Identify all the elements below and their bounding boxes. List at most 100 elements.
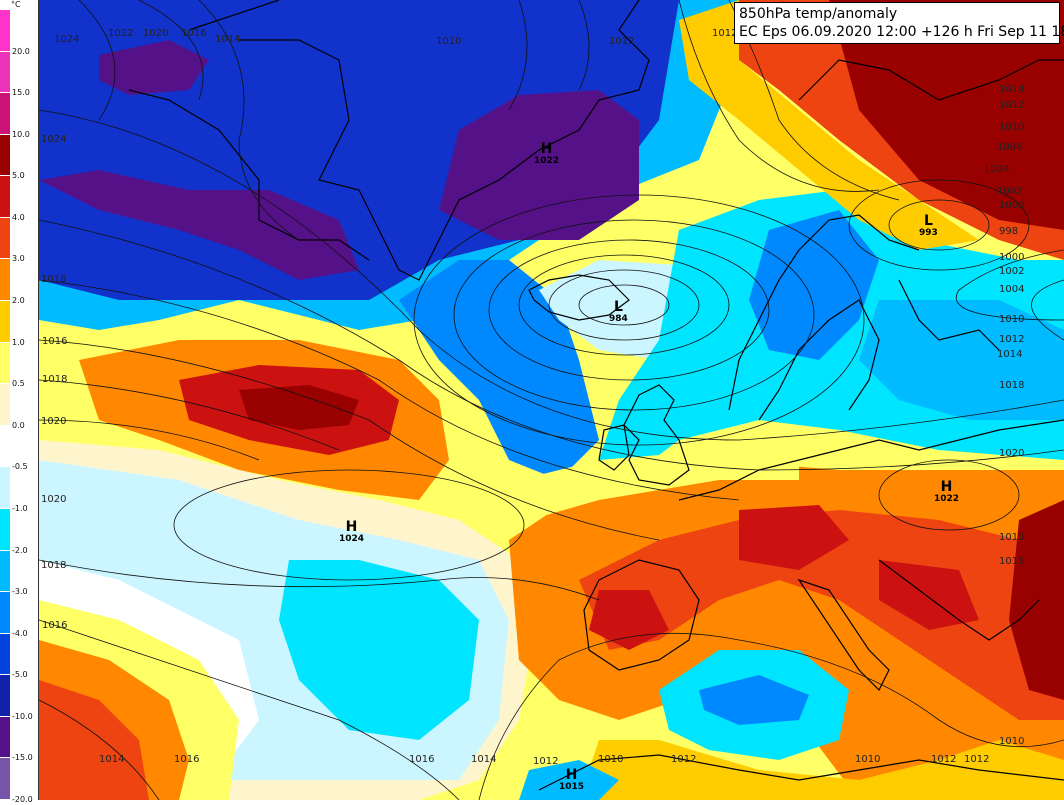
isobar-label: 1018 bbox=[41, 560, 67, 571]
anomaly-zone-blue-mediterranean bbox=[699, 675, 809, 725]
high-pressure-center: H 1022 bbox=[534, 142, 559, 166]
legend-label: 5.0 bbox=[12, 171, 25, 181]
legend-label: -3.0 bbox=[12, 587, 28, 597]
isobar-label: 1010 bbox=[598, 754, 624, 765]
map-title: 850hPa temp/anomaly bbox=[739, 6, 898, 22]
isobar-label: 998 bbox=[999, 226, 1019, 237]
isobar-label: 1020 bbox=[41, 494, 67, 505]
legend-label: -5.0 bbox=[12, 670, 28, 680]
isobar-label: 1000 bbox=[999, 200, 1025, 211]
isobar-label: 1024 bbox=[54, 34, 80, 45]
legend-swatch bbox=[0, 425, 10, 468]
legend-swatch bbox=[0, 134, 10, 177]
isobar-label: 1020 bbox=[143, 28, 169, 39]
coastline-balkans bbox=[878, 559, 1040, 641]
coastline-north-africa bbox=[538, 754, 1064, 791]
isobar-label: 1016 bbox=[181, 28, 207, 39]
isobar-label: 1012 bbox=[999, 100, 1025, 111]
legend-label: 15.0 bbox=[12, 88, 30, 98]
center-type: L bbox=[613, 299, 623, 315]
legend-swatch bbox=[0, 342, 10, 385]
center-value: 993 bbox=[919, 228, 938, 238]
legend-label: 10.0 bbox=[12, 129, 30, 139]
legend-unit: °C bbox=[11, 0, 21, 9]
anomaly-zone-yellow-northeast-edge bbox=[679, 0, 979, 250]
low-pressure-center: L 984 bbox=[609, 300, 628, 324]
legend-swatch bbox=[0, 301, 10, 343]
isobar-label: 1012 bbox=[533, 756, 559, 767]
center-type: H bbox=[940, 479, 953, 495]
center-value: 1024 bbox=[339, 534, 365, 544]
isobar-label: 1014 bbox=[215, 34, 241, 45]
center-value: 1022 bbox=[534, 156, 560, 166]
isobar-label: 1010 bbox=[436, 36, 462, 47]
coastline-continent bbox=[678, 419, 1064, 501]
legend-label: 20.0 bbox=[12, 46, 30, 56]
legend-label: 0.5 bbox=[12, 379, 25, 389]
legend-label: -10.0 bbox=[12, 711, 33, 721]
legend-label: -2.0 bbox=[12, 545, 28, 555]
legend-label: -15.0 bbox=[12, 753, 33, 763]
center-type: L bbox=[923, 213, 933, 229]
coastlines bbox=[128, 0, 1064, 791]
isobar-label: 1024 bbox=[41, 134, 67, 145]
isobar-label: 1016 bbox=[42, 336, 68, 347]
coastline-britain bbox=[623, 384, 690, 486]
isobar-label: 1004 bbox=[999, 284, 1025, 295]
isobar-label: 1014 bbox=[997, 349, 1023, 360]
isobar-label: 1000 bbox=[999, 252, 1025, 263]
isobar-label: 1014 bbox=[999, 84, 1025, 95]
legend-label: 4.0 bbox=[12, 212, 25, 222]
legend-swatch bbox=[0, 758, 10, 800]
anomaly-zone-very-cold-east-greenland bbox=[439, 90, 639, 240]
low-pressure-center: L 993 bbox=[919, 214, 938, 238]
anomaly-zone-hot-europe bbox=[579, 510, 1064, 720]
anomaly-zone-very-hot-balkans bbox=[879, 560, 979, 630]
legend-swatch bbox=[0, 592, 10, 634]
isobar-label: 1016 bbox=[999, 556, 1025, 567]
isobar-label: 1016 bbox=[42, 620, 68, 631]
coastline-greenland-west bbox=[128, 89, 370, 261]
legend-swatch bbox=[0, 51, 10, 94]
anomaly-zone-blue-scandinavia bbox=[749, 210, 879, 360]
color-legend: °C 20.0 15.0 10.0 5.0 4.0 3.0 2.0 1.0 0.5 0.0 -0.5… bbox=[0, 0, 39, 804]
legend-swatch bbox=[0, 10, 10, 52]
coastline-sweden-finland bbox=[758, 279, 1000, 421]
center-type: H bbox=[540, 141, 553, 157]
isobar-label: 1018 bbox=[41, 274, 67, 285]
anomaly-zone-very-hot-atlantic bbox=[239, 385, 359, 430]
coastline-northeast bbox=[798, 59, 1064, 101]
isobar-label: 1010 bbox=[999, 122, 1025, 133]
legend-swatch bbox=[0, 633, 10, 676]
center-type: H bbox=[345, 519, 358, 535]
high-pressure-center: H 1015 bbox=[559, 768, 584, 792]
isobar-label: 1018 bbox=[999, 532, 1025, 543]
temperature-anomaly-field bbox=[39, 0, 1064, 800]
center-value: 1022 bbox=[934, 494, 960, 504]
isobar-label: 1012 bbox=[999, 334, 1025, 345]
weather-map: 1024 1022 1020 1016 1014 1010 1012 1012 1024 1018… bbox=[38, 0, 1064, 801]
coastline-italy bbox=[797, 578, 890, 692]
isobar-label: 1016 bbox=[409, 754, 435, 765]
coastline-ireland bbox=[598, 424, 630, 471]
high-pressure-center: H 1022 bbox=[934, 480, 959, 504]
anomaly-zone-very-hot-iberia bbox=[589, 590, 669, 650]
isobar-label: 1002 bbox=[997, 186, 1023, 197]
anomaly-zone-yellow-mediterranean bbox=[579, 740, 1064, 800]
anomaly-zone-pale-yellow-channel bbox=[519, 450, 799, 520]
legend-label: 3.0 bbox=[12, 254, 25, 264]
anomaly-zone-cyan-atlantic bbox=[279, 560, 479, 740]
anomaly-zone-very-cold bbox=[39, 170, 359, 280]
isobar-label: 1020 bbox=[999, 448, 1025, 459]
legend-swatch bbox=[0, 550, 10, 593]
legend-swatch bbox=[0, 384, 10, 426]
coastline-iberia bbox=[583, 559, 700, 671]
legend-label: -1.0 bbox=[12, 503, 28, 513]
anomaly-zone-hot-northeast bbox=[829, 0, 1064, 230]
isobar-label: 1010 bbox=[855, 754, 881, 765]
legend-swatch bbox=[0, 259, 10, 302]
isobar-label: 1012 bbox=[671, 754, 697, 765]
isobar-label: 1010 bbox=[999, 736, 1025, 747]
map-title-box: 850hPa temp/anomaly EC Eps 06.09.2020 12… bbox=[734, 2, 1064, 44]
legend-swatch bbox=[0, 508, 10, 551]
